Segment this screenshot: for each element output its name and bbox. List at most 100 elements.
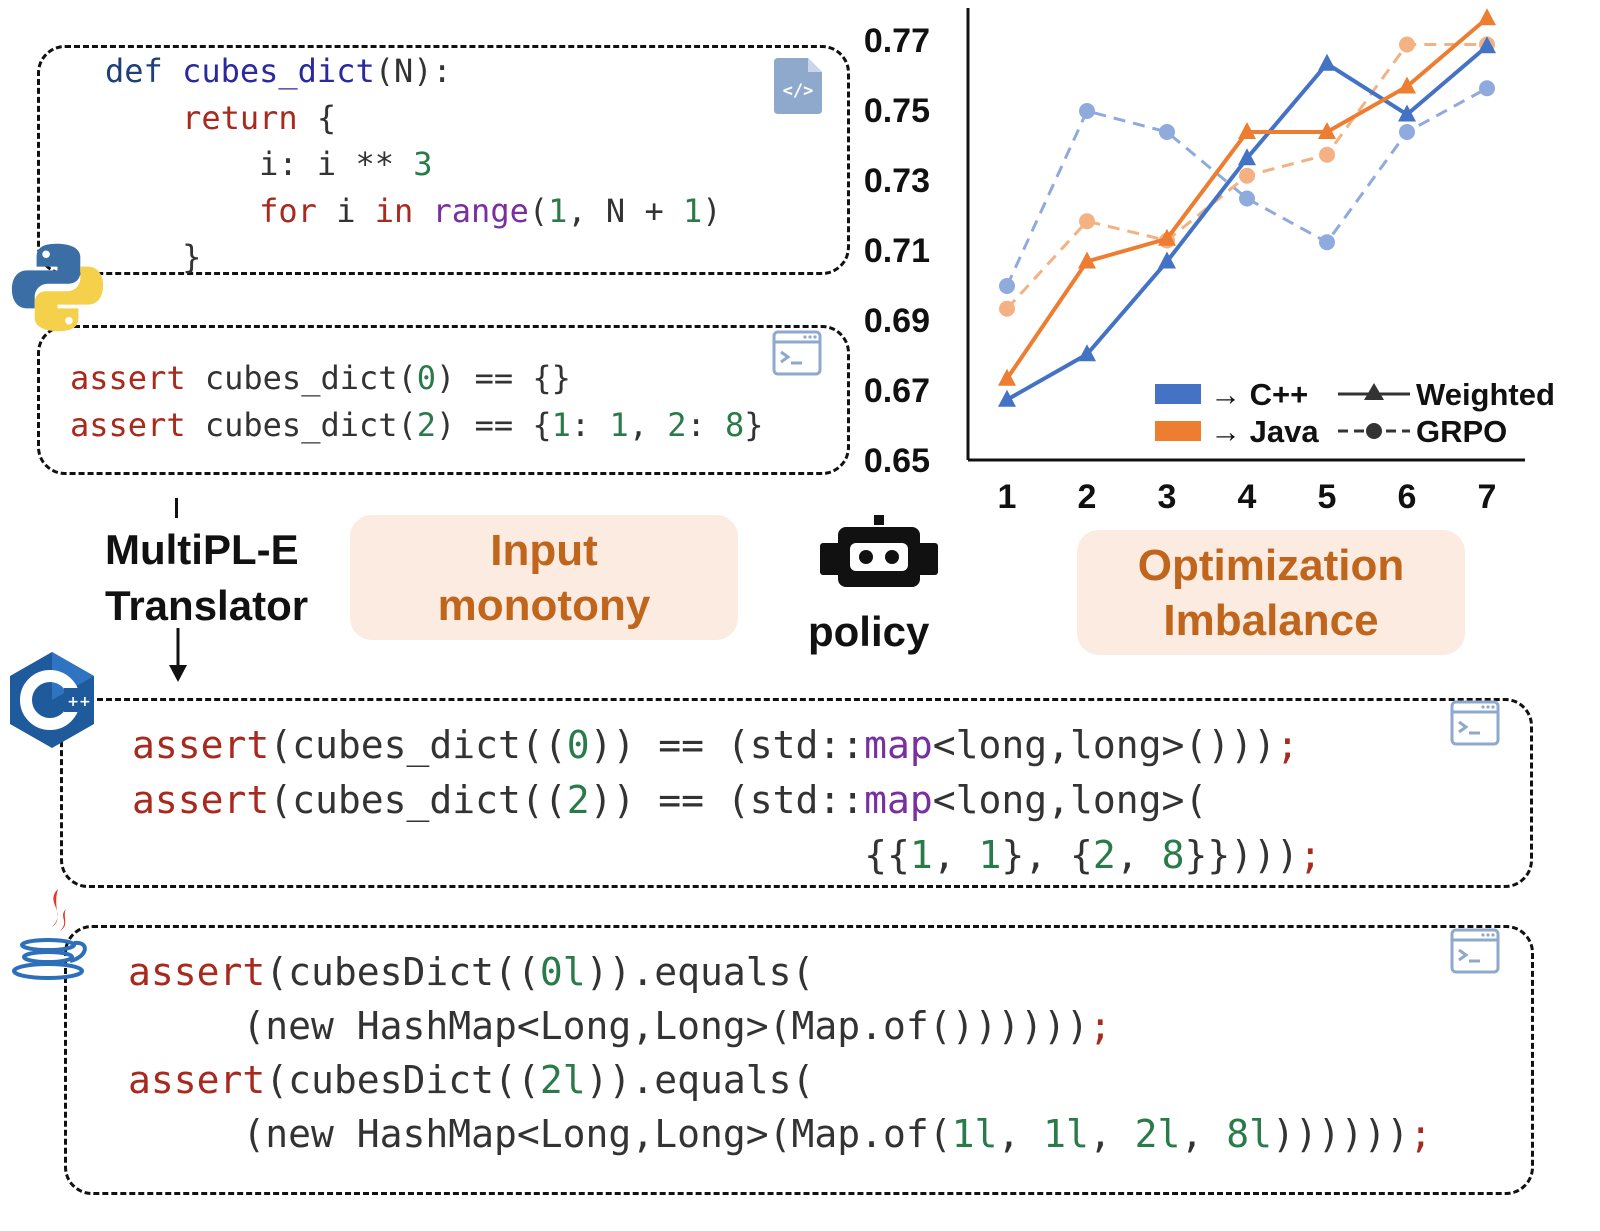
code-token: (cubes_dict(( — [269, 723, 567, 767]
code-token: ; — [1275, 723, 1299, 767]
code-token: 8 — [1161, 833, 1185, 877]
code-token: map — [864, 723, 933, 767]
data-point — [1319, 234, 1335, 251]
java-tests-line: assert(cubesDict((0l)).equals( — [128, 945, 1432, 999]
python-tests-box — [37, 325, 850, 475]
code-token: } — [744, 406, 764, 444]
input-pill-line-1: Input — [490, 525, 598, 575]
data-point — [1478, 36, 1496, 54]
y-tick-label: 0.71 — [864, 232, 930, 270]
code-token: 3 — [413, 145, 433, 183]
code-token: return — [105, 98, 317, 137]
code-token: i — [336, 191, 375, 230]
java-tests: assert(cubesDict((0l)).equals( (new Hash… — [128, 945, 1432, 1161]
data-point — [1399, 36, 1415, 53]
code-token: <long,long>( — [932, 778, 1208, 822]
code-token: ) == {} — [436, 359, 571, 397]
code-token: , N + — [567, 191, 683, 230]
code-token: (cubesDict(( — [265, 1058, 540, 1102]
terminal-icon — [772, 330, 824, 378]
code-token: 1 — [551, 406, 571, 444]
data-point — [1158, 228, 1176, 246]
code-token: 0l — [539, 950, 586, 994]
code-token: 1 — [909, 833, 933, 877]
code-token: , — [1180, 1112, 1227, 1156]
svg-text:</>: </> — [783, 81, 814, 101]
code-token: range — [432, 191, 529, 230]
arrow-down-icon — [166, 628, 190, 687]
code-token: , — [1088, 1112, 1135, 1156]
y-tick-label: 0.69 — [864, 302, 930, 340]
terminal-icon — [1450, 928, 1502, 976]
x-tick-label: 4 — [1238, 478, 1257, 516]
data-point — [999, 278, 1015, 294]
code-file-icon: </> — [772, 58, 824, 114]
code-token: 0 — [416, 359, 437, 397]
code-token: def — [105, 52, 183, 90]
cpp-tests-box — [60, 698, 1533, 888]
code-token: 2l — [1134, 1112, 1181, 1156]
svg-text:++: ++ — [67, 694, 90, 710]
code-token: ) — [702, 191, 722, 230]
cpp-tests-line: assert(cubes_dict((2)) == (std::map<long… — [132, 773, 1322, 828]
data-point — [1479, 80, 1495, 97]
code-token: i: i ** — [105, 145, 414, 183]
y-tick-label: 0.75 — [864, 92, 930, 130]
code-token: 1 — [978, 833, 1002, 877]
policy-label: policy — [808, 608, 930, 655]
java-tests-line: (new HashMap<Long,Long>(Map.of()))))); — [128, 999, 1432, 1053]
data-point — [1399, 124, 1415, 140]
x-tick-label: 1 — [998, 478, 1017, 516]
data-point — [1078, 251, 1096, 269]
code-token: <long,long>())) — [932, 723, 1276, 767]
x-tick-label: 5 — [1318, 478, 1337, 516]
x-tick-label: 6 — [1398, 478, 1417, 516]
code-token: assert — [128, 950, 266, 994]
legend-label: → C++ — [1210, 377, 1308, 412]
python-code-line: } — [105, 234, 722, 281]
code-token — [132, 833, 864, 877]
code-token: ; — [1409, 1112, 1433, 1156]
code-token: 1 — [548, 191, 568, 230]
code-token: cubes_dict( — [204, 359, 417, 397]
python-code: def cubes_dict(N): return { i: i ** 3 fo… — [105, 48, 722, 281]
code-token: (cubesDict(( — [265, 950, 540, 994]
code-token: in — [374, 191, 433, 230]
code-token: (new HashMap<Long,Long>(Map.of()))))) — [128, 1004, 1089, 1048]
code-token: cubes_dict( — [204, 406, 417, 444]
optim-pill-line-1: Optimization — [1137, 540, 1405, 590]
legend-swatch — [1155, 384, 1201, 404]
python-tests-line: assert cubes_dict(0) == {} — [70, 355, 764, 402]
data-point — [998, 389, 1016, 407]
python-code-line: for i in range(1, N + 1) — [105, 188, 722, 235]
code-token: ( — [528, 191, 549, 230]
code-token: assert — [132, 723, 270, 767]
code-token: }}))) — [1184, 833, 1299, 877]
code-token: assert — [70, 359, 205, 397]
legend-marker — [1366, 423, 1382, 439]
translator-label: MultiPL-E Translator — [105, 522, 308, 634]
python-tests: assert cubes_dict(0) == {} assert cubes_d… — [70, 355, 764, 449]
code-token: 1 — [609, 406, 629, 444]
cpp-tests-line: {{1, 1}, {2, 8}}))); — [132, 828, 1322, 883]
code-token: (N): — [374, 52, 452, 90]
data-point — [1239, 190, 1255, 207]
data-point — [1238, 148, 1256, 166]
code-token: 1l — [951, 1112, 998, 1156]
code-token: 2 — [566, 778, 590, 822]
code-token: )).equals( — [585, 1058, 815, 1102]
python-logo-icon — [10, 240, 105, 335]
code-token: { — [316, 98, 337, 137]
code-token: 8 — [725, 406, 745, 444]
code-token: for — [105, 191, 337, 230]
code-token: , — [628, 406, 668, 444]
code-token: assert — [70, 406, 205, 444]
python-code-line: return { — [105, 95, 722, 142]
translator-line-2: Translator — [105, 582, 309, 629]
cpp-logo-icon: ++ — [6, 650, 98, 750]
y-tick-label: 0.73 — [864, 162, 930, 200]
translator-connector-top — [175, 498, 178, 518]
y-tick-label: 0.77 — [864, 22, 930, 60]
python-tests-line: assert cubes_dict(2) == {1: 1, 2: 8} — [70, 402, 764, 449]
data-point — [1238, 122, 1256, 139]
